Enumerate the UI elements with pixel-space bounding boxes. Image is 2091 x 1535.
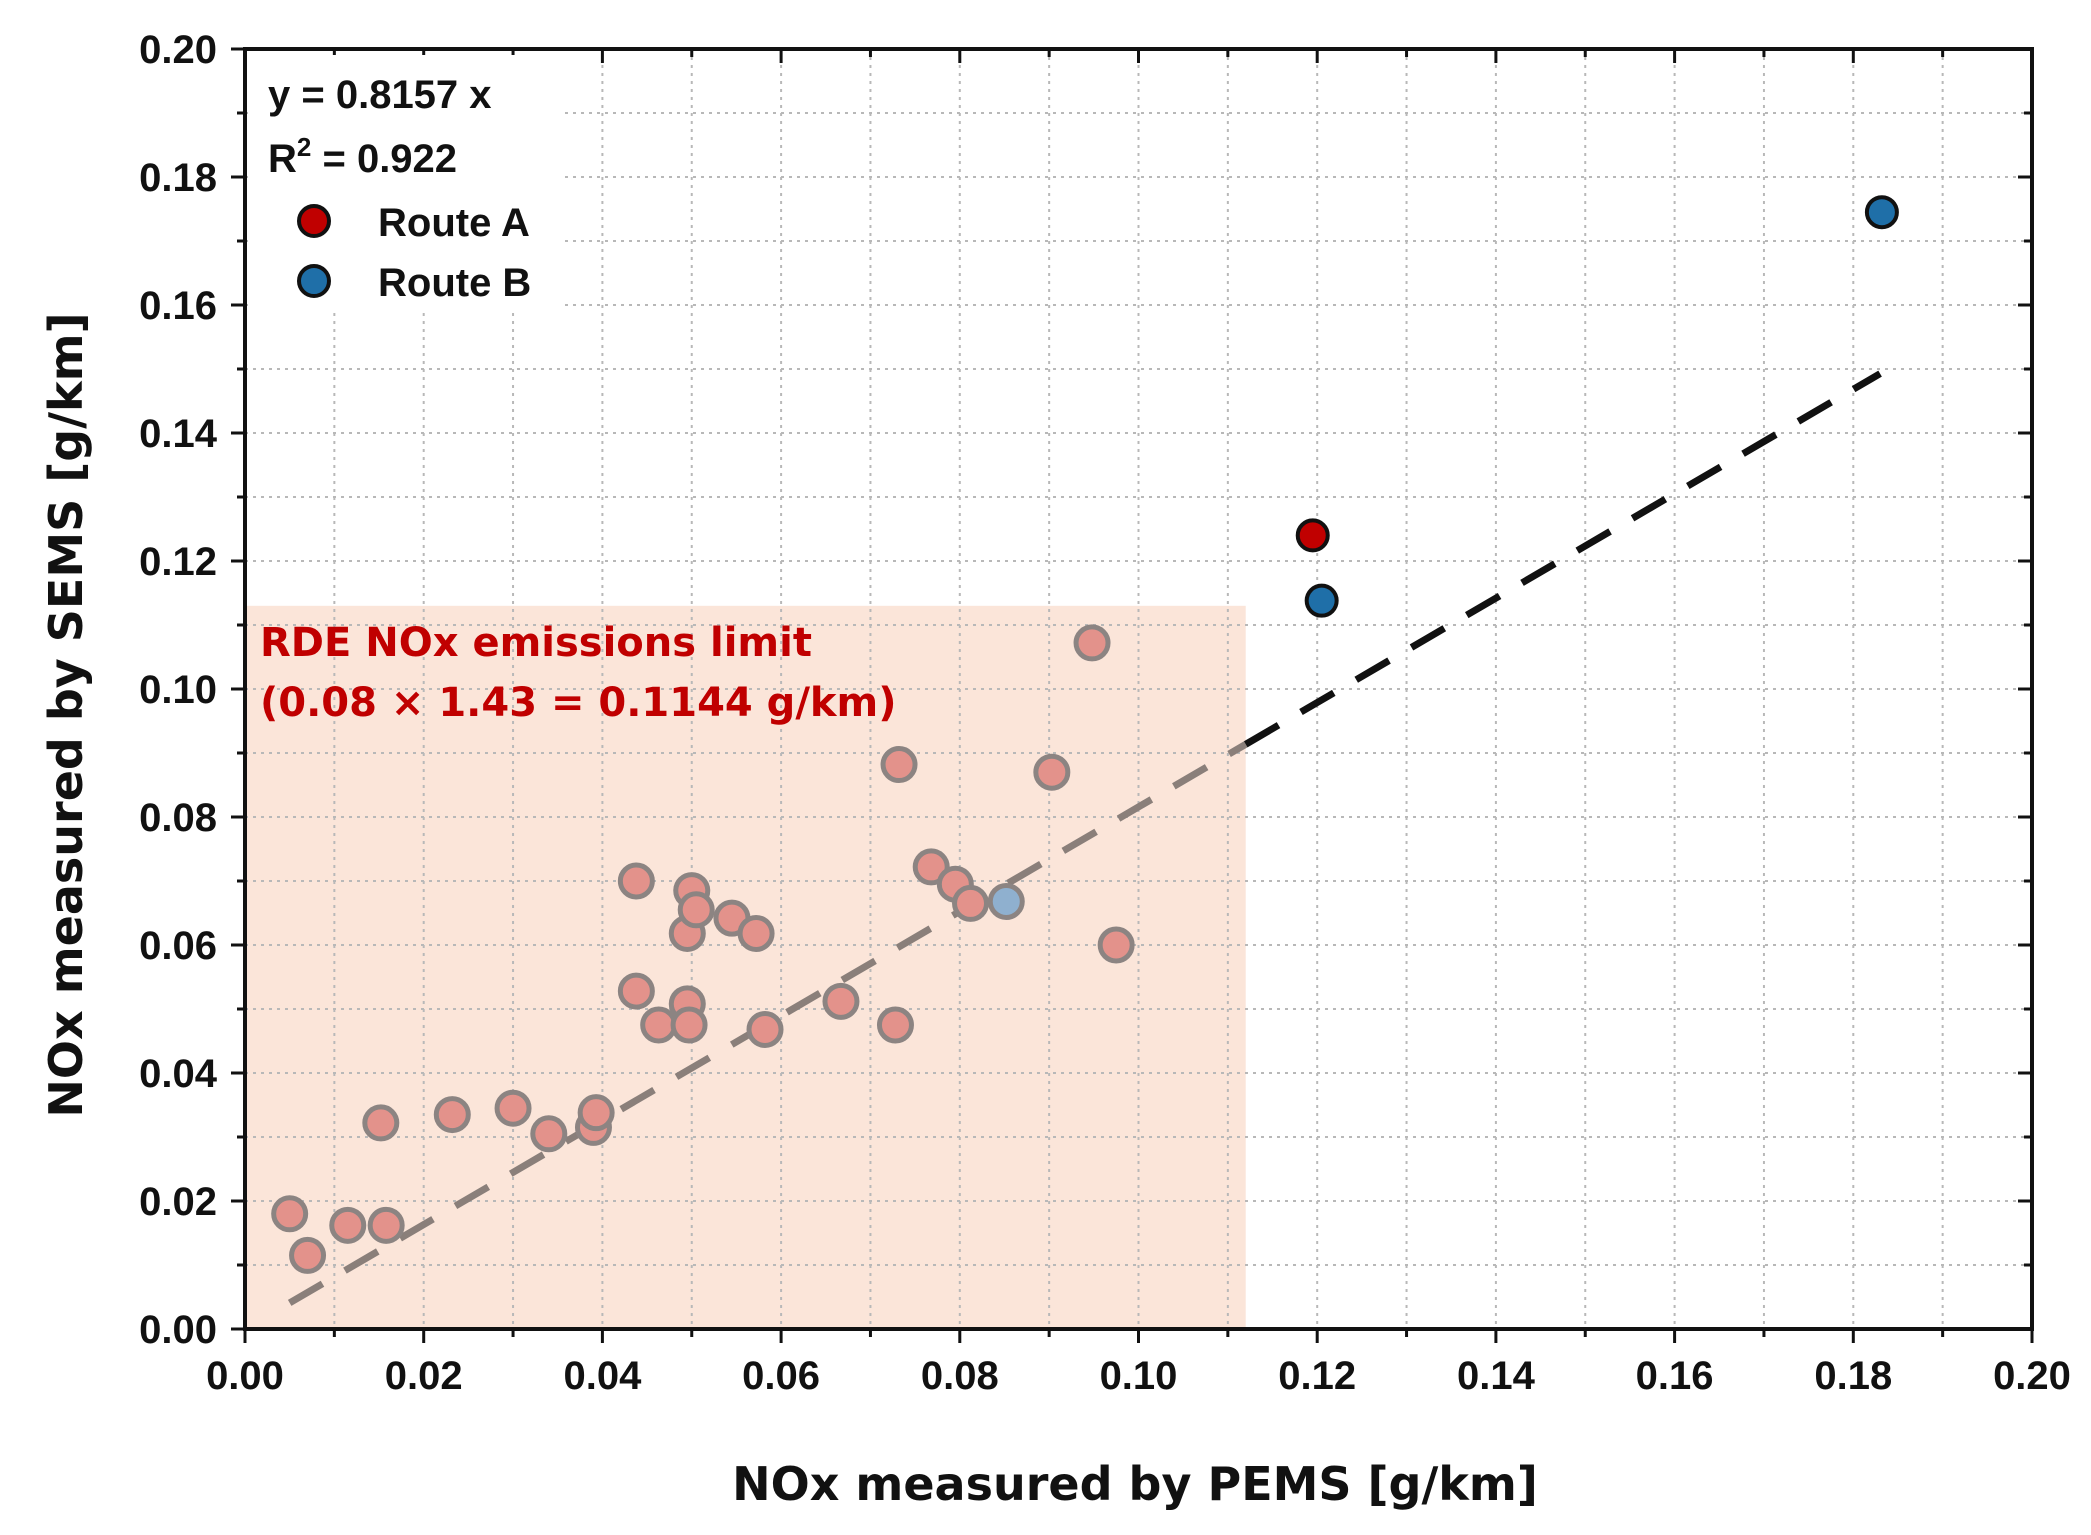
data-point-route-a: [746, 1010, 784, 1048]
legend-route-a-marker: [297, 204, 331, 238]
legend-route-a-label: Route A: [378, 201, 530, 245]
data-point-route-a: [876, 1006, 914, 1044]
y-axis-title: NOx measured by SEMS [g/km]: [39, 312, 93, 1117]
x-tick-label: 0.16: [1636, 1354, 1714, 1398]
fit-line-inside-region: [287, 741, 1248, 1306]
x-tick-labels: 0.00 0.02 0.04 0.06 0.08 0.10 0.12 0.14 0.16 0.18…: [206, 1354, 2071, 1398]
y-tick-label: 0.20: [139, 28, 217, 72]
data-point-route-a: [640, 1006, 678, 1044]
data-point-route-a: [362, 1104, 400, 1142]
x-tick-label: 0.18: [1814, 1354, 1892, 1398]
data-point-route-a: [1033, 753, 1071, 791]
fit-line-outside-region: [1243, 370, 1882, 748]
y-tick-label: 0.02: [139, 1180, 217, 1224]
legend-route-b-label: Route B: [378, 261, 531, 305]
y-tick-label: 0.18: [139, 156, 217, 200]
data-point-route-a: [530, 1115, 568, 1153]
grid-lines: [245, 49, 2032, 1329]
fit-equation: y = 0.8157 x: [268, 73, 492, 117]
data-point-route-a: [494, 1089, 532, 1127]
y-tick-label: 0.16: [139, 284, 217, 328]
x-tick-label: 0.08: [921, 1354, 999, 1398]
r-squared-label: R: [268, 137, 297, 181]
x-tick-label: 0.14: [1457, 1354, 1536, 1398]
data-point-route-a: [952, 884, 990, 922]
r-squared: R2 = 0.922: [268, 132, 457, 181]
data-point-route-a: [912, 848, 950, 886]
data-point-route-a: [1097, 926, 1135, 964]
data-point-route-a: [617, 972, 655, 1010]
data-point-route-a: [617, 862, 655, 900]
data-point-route-a: [677, 891, 715, 929]
data-point-route-a: [577, 1094, 615, 1132]
data-point-route-a: [1295, 518, 1330, 553]
y-tick-label: 0.00: [139, 1308, 217, 1352]
data-point-route-b: [1864, 195, 1899, 230]
data-point-route-a: [822, 982, 860, 1020]
data-point-route-b: [1304, 583, 1339, 618]
x-tick-label: 0.20: [1993, 1354, 2071, 1398]
r-squared-value: = 0.922: [311, 137, 457, 181]
data-point-route-a: [1073, 624, 1111, 662]
data-point-route-a: [367, 1206, 405, 1244]
y-tick-label: 0.10: [139, 668, 217, 712]
x-tick-label: 0.02: [385, 1354, 463, 1398]
x-tick-label: 0.06: [742, 1354, 820, 1398]
data-point-route-a: [289, 1236, 327, 1274]
data-point-route-a: [737, 914, 775, 952]
x-tick-label: 0.00: [206, 1354, 284, 1398]
data-point-route-a: [670, 1006, 708, 1044]
y-tick-label: 0.12: [139, 540, 217, 584]
data-points: [271, 195, 1899, 1274]
y-tick-label: 0.14: [139, 412, 218, 456]
data-point-route-a: [880, 746, 918, 784]
data-point-route-a: [329, 1206, 367, 1244]
data-point-route-a: [433, 1096, 471, 1134]
legend-route-b-marker: [297, 264, 331, 298]
annotation-background: [252, 55, 562, 310]
rde-limit-region: [245, 605, 1246, 1329]
y-tick-label: 0.04: [139, 1052, 218, 1096]
x-tick-label: 0.10: [1100, 1354, 1178, 1398]
r-squared-sup: 2: [297, 132, 311, 162]
data-point-route-b: [987, 882, 1025, 920]
data-point-route-a: [271, 1195, 309, 1233]
x-axis-title: NOx measured by PEMS [g/km]: [732, 1457, 1538, 1511]
y-tick-label: 0.06: [139, 924, 217, 968]
y-tick-label: 0.08: [139, 796, 217, 840]
axis-ticks: [231, 47, 2034, 1343]
y-tick-labels: 0.00 0.02 0.04 0.06 0.08 0.10 0.12 0.14 0.16 0.18…: [139, 28, 218, 1352]
x-tick-label: 0.12: [1278, 1354, 1356, 1398]
x-tick-label: 0.04: [563, 1354, 642, 1398]
rde-limit-label-line1: RDE NOx emissions limit: [260, 620, 812, 666]
rde-limit-label-line2: (0.08 × 1.43 = 0.1144 g/km): [260, 680, 896, 726]
